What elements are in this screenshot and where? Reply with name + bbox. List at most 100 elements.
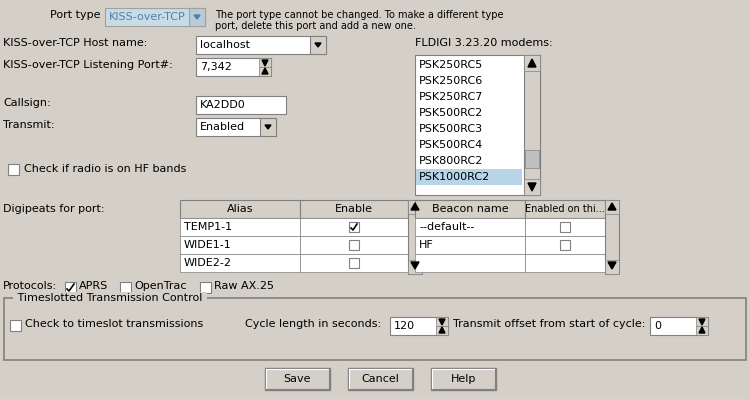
- Text: Timeslotted Transmission Control: Timeslotted Transmission Control: [14, 293, 206, 303]
- Text: KISS-over-TCP Listening Port#:: KISS-over-TCP Listening Port#:: [3, 60, 172, 70]
- Bar: [180, 200, 300, 218]
- Bar: [196, 58, 271, 76]
- Bar: [189, 8, 205, 26]
- Text: WIDE2-2: WIDE2-2: [184, 258, 232, 268]
- Bar: [525, 200, 605, 218]
- Polygon shape: [699, 327, 705, 333]
- Bar: [525, 218, 605, 236]
- Text: Transmit offset from start of cycle:: Transmit offset from start of cycle:: [453, 319, 645, 329]
- Bar: [696, 326, 708, 335]
- Text: PSK500RC2: PSK500RC2: [419, 108, 483, 118]
- Bar: [65, 282, 76, 293]
- Text: Callsign:: Callsign:: [3, 98, 51, 108]
- Bar: [259, 67, 271, 76]
- Text: 120: 120: [394, 321, 416, 331]
- Bar: [196, 96, 286, 114]
- Bar: [524, 55, 540, 195]
- Bar: [525, 236, 605, 254]
- Bar: [524, 55, 540, 71]
- Text: port, delete this port and add a new one.: port, delete this port and add a new one…: [215, 21, 416, 31]
- Polygon shape: [411, 203, 419, 210]
- Bar: [180, 254, 300, 272]
- Bar: [300, 254, 408, 272]
- Polygon shape: [194, 15, 200, 19]
- Polygon shape: [439, 327, 445, 333]
- Text: --default--: --default--: [419, 222, 475, 232]
- Bar: [525, 254, 605, 272]
- Bar: [415, 218, 525, 236]
- Text: Help: Help: [451, 374, 476, 384]
- Bar: [105, 8, 205, 26]
- Text: PSK250RC5: PSK250RC5: [419, 60, 483, 70]
- Text: Digipeats for port:: Digipeats for port:: [3, 204, 104, 214]
- Bar: [10, 320, 21, 331]
- Text: PSK250RC7: PSK250RC7: [419, 92, 483, 102]
- Bar: [436, 326, 448, 335]
- Text: Cycle length in seconds:: Cycle length in seconds:: [245, 319, 381, 329]
- Polygon shape: [411, 262, 419, 269]
- Text: Protocols:: Protocols:: [3, 281, 57, 291]
- Text: PSK250RC6: PSK250RC6: [419, 76, 483, 86]
- Bar: [650, 317, 708, 335]
- Polygon shape: [699, 319, 705, 325]
- Text: Transmit:: Transmit:: [3, 120, 55, 130]
- Text: TEMP1-1: TEMP1-1: [184, 222, 232, 232]
- Bar: [415, 55, 540, 195]
- Bar: [415, 236, 525, 254]
- Text: HF: HF: [419, 240, 434, 250]
- Text: Raw AX.25: Raw AX.25: [214, 281, 274, 291]
- Bar: [349, 222, 359, 232]
- Bar: [408, 260, 422, 274]
- Bar: [300, 200, 408, 218]
- Bar: [348, 368, 413, 390]
- Polygon shape: [262, 60, 268, 66]
- Bar: [415, 254, 525, 272]
- Text: APRS: APRS: [79, 281, 108, 291]
- Text: PSK800RC2: PSK800RC2: [419, 156, 483, 166]
- Bar: [196, 36, 326, 54]
- Text: Cancel: Cancel: [362, 374, 400, 384]
- Bar: [196, 118, 276, 136]
- Bar: [200, 282, 211, 293]
- Bar: [349, 240, 359, 250]
- Text: Check if radio is on HF bands: Check if radio is on HF bands: [24, 164, 186, 174]
- Bar: [525, 150, 539, 168]
- Text: PSK1000RC2: PSK1000RC2: [419, 172, 491, 182]
- Bar: [696, 317, 708, 326]
- Polygon shape: [528, 59, 536, 67]
- Text: FLDIGI 3.23.20 modems:: FLDIGI 3.23.20 modems:: [415, 38, 553, 48]
- Bar: [259, 58, 271, 67]
- Bar: [408, 200, 422, 214]
- Bar: [120, 282, 131, 293]
- Bar: [436, 317, 448, 326]
- Polygon shape: [262, 68, 268, 74]
- Bar: [300, 218, 408, 236]
- Text: 7,342: 7,342: [200, 62, 232, 72]
- Text: Beacon name: Beacon name: [432, 204, 508, 214]
- Text: WIDE1-1: WIDE1-1: [184, 240, 232, 250]
- Bar: [560, 240, 570, 250]
- Polygon shape: [265, 125, 271, 129]
- Bar: [349, 258, 359, 268]
- Text: OpenTrac: OpenTrac: [134, 281, 187, 291]
- Text: 0: 0: [654, 321, 661, 331]
- Bar: [560, 222, 570, 232]
- Polygon shape: [528, 183, 536, 191]
- Bar: [415, 200, 525, 218]
- Polygon shape: [608, 262, 616, 269]
- Bar: [4, 298, 746, 360]
- Text: Enable: Enable: [335, 204, 373, 214]
- Text: Enabled on thi...: Enabled on thi...: [525, 204, 605, 214]
- Bar: [180, 218, 300, 236]
- Text: Enabled: Enabled: [200, 122, 245, 132]
- Text: KISS-over-TCP Host name:: KISS-over-TCP Host name:: [3, 38, 147, 48]
- Polygon shape: [608, 203, 616, 210]
- Text: Port type: Port type: [50, 10, 100, 20]
- Bar: [605, 200, 619, 274]
- Bar: [390, 317, 448, 335]
- Bar: [605, 200, 619, 214]
- Text: localhost: localhost: [200, 40, 250, 50]
- Text: Alias: Alias: [226, 204, 254, 214]
- Text: Check to timeslot transmissions: Check to timeslot transmissions: [25, 319, 203, 329]
- Bar: [260, 118, 276, 136]
